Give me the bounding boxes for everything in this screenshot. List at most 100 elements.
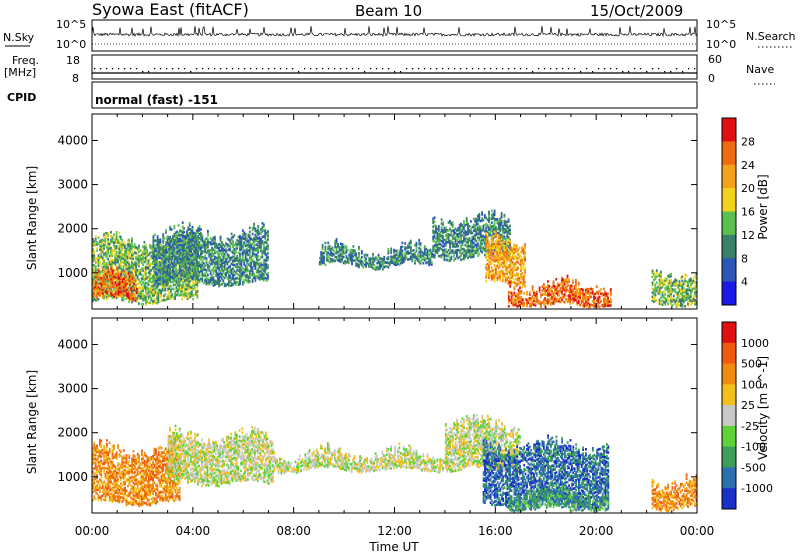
echo-cell [142,259,144,262]
echo-cell [504,254,507,258]
echo-cell [101,244,104,248]
echo-cell [547,280,549,283]
echo-cell [227,260,230,263]
freq-tick-top: 18 [66,54,80,67]
echo-cell [488,272,490,276]
echo-cell [255,231,258,235]
echo-cell [237,239,240,243]
echo-cell [521,246,524,249]
echo-cell [225,248,227,251]
echo-cell [96,292,99,296]
echo-cell [126,292,128,295]
echo-cell [158,242,160,246]
echo-cell [246,261,248,265]
echo-cell [341,242,344,246]
echo-cell [179,289,182,293]
echo-cell [243,231,246,234]
echo-cell [211,260,213,264]
echo-cell [184,259,187,262]
echo-cell [215,262,218,266]
echo-cell [201,251,204,255]
echo-cell [428,257,430,261]
echo-cell [442,253,444,256]
echo-cell [226,249,229,252]
echo-cell [486,272,489,276]
echo-cell [214,279,216,283]
echo-cell [194,248,197,251]
echo-cell [440,256,443,259]
echo-cell [237,261,240,265]
echo-cell [251,238,254,242]
echo-cell [97,278,100,281]
echo-cell [439,254,442,258]
echo-cell [328,249,331,252]
echo-cell [327,251,330,255]
nave-dot [190,71,192,73]
echo-cell [209,243,212,246]
echo-cell [166,275,169,278]
echo-cell [506,258,508,261]
echo-cell [107,240,110,243]
echo-cell [166,251,169,254]
echo-cell [510,270,513,273]
echo-cell [136,271,139,274]
echo-cell [261,273,264,277]
echo-cell [264,229,267,232]
echo-cell [107,248,110,251]
echo-cell [128,275,131,278]
echo-cell [170,284,172,288]
echo-cell [93,250,96,253]
echo-cell [393,262,395,266]
echo-cell [191,273,194,276]
echo-cell [253,274,255,277]
echo-cell [175,281,178,285]
echo-cell [221,265,223,268]
echo-cell [135,262,137,265]
echo-cell [115,290,118,294]
echo-cell [183,244,185,248]
echo-cell [262,269,265,272]
echo-cell [114,262,117,266]
echo-cell [328,260,331,264]
echo-cell [542,298,545,302]
echo-cell [181,259,184,262]
echo-cell [162,280,165,284]
echo-cell [520,275,522,278]
echo-cell [508,253,511,257]
echo-cell [478,236,481,240]
echo-cell [122,261,125,264]
echo-cell [418,254,421,258]
echo-cell [506,236,509,239]
echo-cell [468,252,471,256]
echo-cell [174,295,176,298]
echo-cell [166,281,169,284]
echo-cell [146,292,149,295]
echo-cell [453,255,455,258]
echo-cell [103,285,105,288]
echo-cell [241,271,244,274]
echo-cell [208,253,211,256]
echo-cell [153,293,156,297]
echo-cell [153,301,156,305]
echo-cell [218,274,220,278]
echo-cell [157,292,160,296]
echo-cell [460,230,462,234]
echo-cell [502,246,504,250]
echo-cell [497,238,500,242]
echo-cell [234,271,237,274]
echo-cell [118,241,121,245]
echo-cell [131,245,133,248]
echo-cell [321,257,324,261]
echo-cell [193,245,195,249]
echo-cell [173,252,176,256]
echo-cell [155,267,158,270]
echo-cell [482,224,485,228]
echo-cell [237,251,240,255]
echo-cell [468,254,471,258]
nave-dot [208,68,210,70]
echo-cell [447,255,450,258]
echo-cell [198,262,201,266]
echo-cell [181,289,183,293]
echo-cell [207,243,209,247]
echo-cell [241,267,244,270]
